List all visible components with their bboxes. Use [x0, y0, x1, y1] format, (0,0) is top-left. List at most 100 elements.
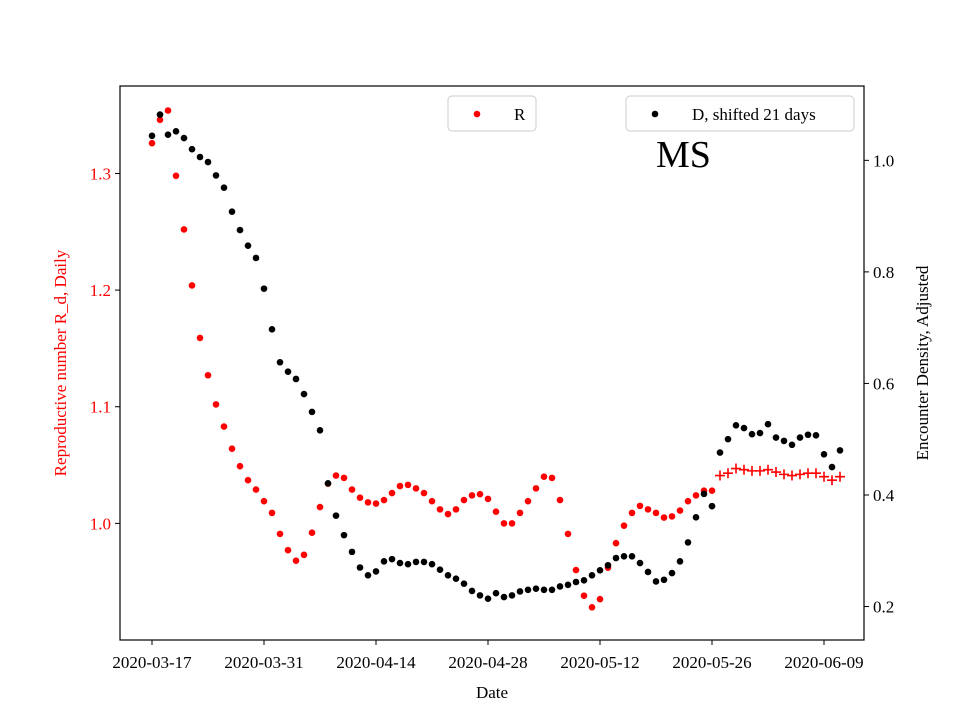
- d-point: [676, 558, 684, 565]
- r-point: [188, 282, 196, 289]
- r-point: [580, 592, 588, 599]
- r-point: [412, 485, 420, 492]
- x-tick-label: 2020-05-26: [672, 653, 751, 672]
- r-plus-point: [819, 471, 829, 482]
- r-plus-point: [835, 471, 845, 482]
- d-point: [356, 564, 364, 571]
- r-point: [396, 482, 404, 490]
- r-point: [460, 496, 468, 504]
- r-point: [492, 508, 500, 516]
- r-point: [316, 503, 324, 511]
- axes: 2020-03-17 2020-03-31 2020-04-14 2020-04-28…: [90, 151, 895, 672]
- r-point: [516, 509, 524, 517]
- legend-r: R: [447, 95, 537, 132]
- d-point: [500, 593, 508, 601]
- d-point: [532, 585, 540, 592]
- r-point: [372, 500, 380, 507]
- d-point: [188, 145, 196, 153]
- r-plus-point: [787, 470, 797, 481]
- r-point: [564, 530, 572, 538]
- d-point: [284, 368, 292, 376]
- r-point: [244, 476, 252, 484]
- y-right-tick-label: 0.2: [873, 598, 894, 617]
- d-point: [604, 561, 612, 569]
- x-tick-label: 2020-03-17: [112, 653, 192, 672]
- r-point: [612, 539, 620, 547]
- r-point: [220, 423, 228, 430]
- x-axis-label: Date: [476, 683, 508, 702]
- d-point: [516, 588, 524, 595]
- d-point: [172, 128, 180, 135]
- d-point: [836, 447, 844, 454]
- r-point: [300, 551, 308, 559]
- d-point: [180, 134, 188, 142]
- r-point: [340, 474, 348, 482]
- x-tick-label: 2020-04-28: [448, 653, 527, 672]
- legend-r-label: R: [514, 105, 526, 124]
- r-point: [676, 507, 684, 514]
- d-point: [628, 553, 636, 560]
- r-plus-point: [755, 465, 765, 476]
- d-point: [460, 580, 468, 587]
- d-point: [444, 572, 452, 579]
- r-point: [540, 473, 548, 481]
- r-plus-point: [811, 468, 821, 479]
- r-point: [532, 485, 540, 492]
- r-point: [452, 506, 460, 513]
- d-point: [668, 569, 676, 577]
- x-tick-label: 2020-04-14: [336, 653, 416, 672]
- d-point: [540, 586, 548, 594]
- d-point: [404, 560, 412, 568]
- d-point: [340, 531, 348, 539]
- r-point: [172, 172, 180, 180]
- d-point: [748, 430, 756, 438]
- r-point: [252, 486, 260, 493]
- d-point: [260, 285, 268, 292]
- d-point: [612, 554, 620, 562]
- r-point: [356, 494, 364, 502]
- d-point: [620, 553, 628, 560]
- d-point: [212, 172, 220, 179]
- d-point: [380, 558, 388, 565]
- d-point: [292, 375, 300, 383]
- d-point: [692, 513, 700, 521]
- d-point: [660, 576, 668, 584]
- r-plus-point: [827, 475, 837, 486]
- d-point: [308, 408, 316, 416]
- plot-data: [148, 107, 845, 611]
- r-point: [636, 502, 644, 510]
- r-point: [420, 489, 428, 497]
- y-left-tick-label: 1.1: [90, 398, 111, 417]
- r-point: [428, 497, 436, 505]
- r-plus-point: [723, 468, 733, 479]
- r-point: [484, 495, 492, 503]
- r-point: [468, 492, 476, 499]
- d-point: [572, 578, 580, 586]
- r-point: [476, 490, 484, 498]
- d-point: [644, 568, 652, 576]
- r-point: [236, 462, 244, 470]
- d-point: [524, 586, 532, 594]
- y-axis-right-label: Encounter Density, Adjusted: [913, 265, 932, 460]
- d-point: [236, 226, 244, 234]
- d-point: [420, 558, 428, 566]
- r-point: [692, 492, 700, 499]
- r-point: [380, 496, 388, 504]
- d-point: [556, 583, 564, 590]
- d-point: [780, 437, 788, 445]
- r-point: [292, 557, 300, 564]
- d-point: [508, 592, 516, 599]
- r-plus-point: [715, 470, 725, 481]
- d-point: [564, 581, 572, 589]
- r-point: [684, 497, 692, 505]
- d-point: [164, 131, 172, 138]
- d-point: [348, 548, 356, 556]
- legend-d-marker: [651, 110, 659, 118]
- r-point: [620, 522, 628, 530]
- d-point: [388, 555, 396, 563]
- r-point: [508, 520, 516, 527]
- r-plus-point: [739, 464, 749, 475]
- d-point: [788, 441, 796, 449]
- r-point: [268, 509, 276, 517]
- legend-r-marker: [473, 110, 481, 118]
